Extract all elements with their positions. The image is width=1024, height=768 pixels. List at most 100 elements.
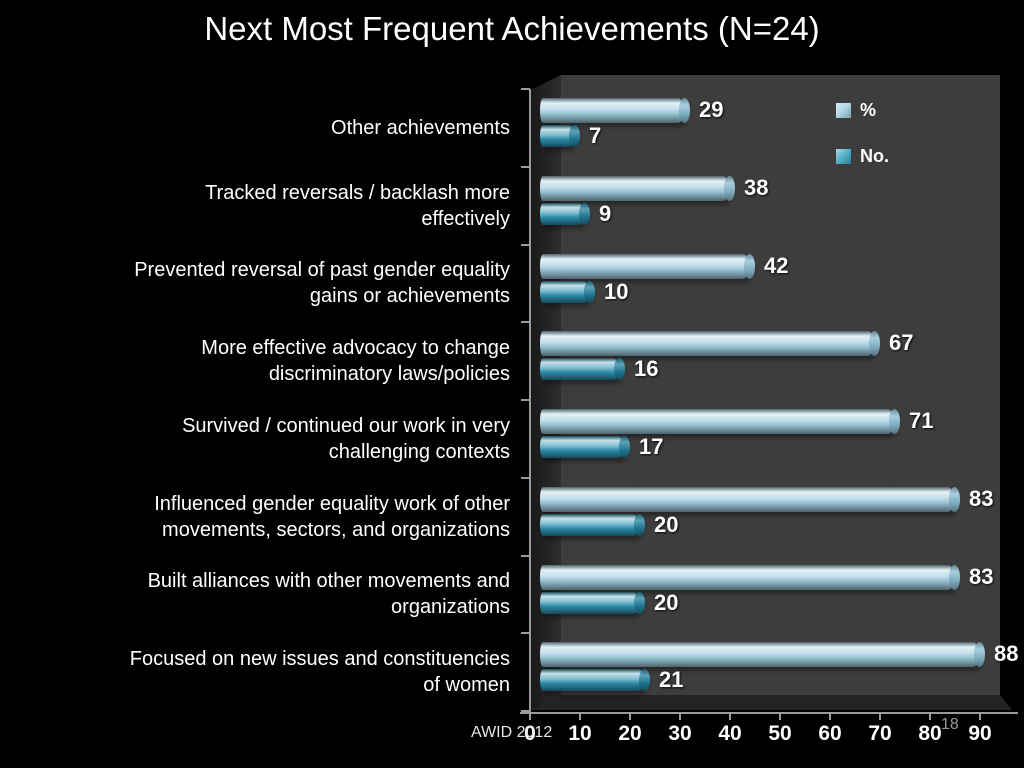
bar-count — [540, 358, 625, 381]
bar-count — [540, 280, 595, 303]
y-axis-tick — [521, 243, 530, 246]
bar-percent — [540, 331, 880, 357]
bar-cap — [619, 436, 630, 458]
bar-count — [540, 436, 630, 458]
bar-count — [540, 669, 650, 692]
value-label-count: 7 — [589, 123, 602, 148]
bar-cap — [949, 486, 960, 512]
value-label-percent: 71 — [909, 408, 934, 433]
value-label-count: 10 — [604, 278, 629, 304]
x-tick-label: 50 — [768, 722, 792, 745]
x-tick-label: 10 — [568, 722, 592, 745]
x-axis-tick — [679, 714, 681, 720]
legend-marker — [836, 148, 851, 164]
y-axis-tick — [521, 88, 530, 90]
legend-marker — [836, 102, 851, 118]
bar-count — [540, 591, 645, 614]
x-axis-tick — [779, 714, 781, 720]
y-axis-tick — [521, 554, 530, 557]
plot-area: 29 7 38 9 42 10 67 16 71 17 83 20 83 20 88 21 0 10 20 30 40 5… — [520, 75, 1018, 745]
value-label-percent: 29 — [699, 97, 724, 122]
bar-cap — [724, 175, 735, 201]
x-axis-tick — [929, 714, 931, 720]
x-tick-label: 90 — [968, 722, 992, 745]
x-axis-tick — [829, 714, 831, 720]
y-axis-tick — [521, 476, 530, 479]
x-axis-tick — [729, 714, 731, 720]
bar-cap — [974, 642, 985, 668]
category-label: Influenced gender equality work of other… — [154, 492, 510, 541]
value-label-count: 20 — [654, 589, 679, 615]
category-label: Built alliances with other movements and… — [147, 570, 510, 619]
x-tick-label: 80 — [918, 722, 942, 745]
legend-item-count: No. — [836, 145, 889, 167]
bar-cap — [949, 564, 960, 590]
legend: % No. — [836, 99, 889, 191]
value-label-percent: 88 — [994, 641, 1019, 667]
value-label-count: 20 — [654, 511, 679, 537]
category-label: More effective advocacy to change discri… — [201, 337, 510, 386]
bar-cap — [579, 202, 590, 225]
y-axis-tick — [521, 632, 530, 635]
value-label-percent: 83 — [969, 563, 994, 589]
y-axis-tick — [521, 710, 530, 712]
legend-label: No. — [860, 145, 889, 166]
bar-percent — [540, 564, 960, 590]
bar-cap — [569, 125, 580, 147]
value-label-percent: 67 — [889, 330, 914, 356]
x-axis-tick — [529, 714, 531, 720]
x-tick-label: 0 — [524, 722, 536, 745]
y-axis-line — [529, 89, 531, 713]
value-label-count: 9 — [599, 200, 612, 226]
value-label-percent: 42 — [764, 252, 789, 278]
bar-cap — [634, 591, 645, 614]
value-label-count: 17 — [639, 434, 664, 459]
y-axis-tick — [521, 165, 530, 168]
bar-cap — [744, 253, 755, 279]
bar-percent — [540, 486, 960, 512]
legend-item-percent: % — [836, 99, 889, 121]
x-tick-label: 20 — [618, 722, 642, 745]
x-axis-line — [520, 712, 1018, 714]
x-tick-label: 40 — [718, 722, 742, 745]
chart-side-wall — [530, 75, 561, 710]
footer-text: AWID 2012 — [471, 724, 553, 741]
x-tick-label: 70 — [868, 722, 892, 745]
bar-count — [540, 513, 645, 536]
value-label-count: 16 — [634, 356, 659, 382]
x-axis-tick — [879, 714, 881, 720]
value-label-count: 21 — [659, 667, 684, 693]
bar-count — [540, 125, 580, 147]
category-labels: Other achievements Tracked reversals / ba… — [58, 89, 510, 713]
y-axis-tick — [521, 321, 530, 324]
bar-count — [540, 202, 590, 225]
page-number: 18 — [941, 716, 959, 733]
bar-percent — [540, 253, 755, 279]
chart-floor — [530, 695, 1012, 710]
value-label-percent: 83 — [969, 485, 994, 511]
category-label: Survived / continued our work in very ch… — [182, 414, 510, 463]
bar-percent — [540, 175, 735, 201]
category-label: Other achievements — [331, 116, 510, 139]
bar-cap — [889, 409, 900, 434]
x-tick-label: 30 — [668, 722, 692, 745]
page-title: Next Most Frequent Achievements (N=24) — [204, 10, 820, 47]
bar-cap — [639, 669, 650, 692]
bar-percent — [540, 409, 900, 434]
bar-percent — [540, 642, 985, 668]
bar-cap — [634, 513, 645, 536]
x-tick-label: 60 — [818, 722, 842, 745]
category-label: Prevented reversal of past gender equali… — [134, 259, 510, 308]
x-axis-tick — [579, 714, 581, 720]
x-axis-tick — [629, 714, 631, 720]
bar-cap — [614, 358, 625, 381]
bar-cap — [869, 331, 880, 357]
bar-cap — [584, 280, 595, 303]
x-axis-tick — [979, 714, 981, 720]
category-label: Tracked reversals / backlash more effect… — [205, 181, 510, 230]
bar-percent — [540, 98, 690, 123]
y-axis-tick — [521, 399, 530, 401]
legend-label: % — [860, 99, 877, 120]
value-label-percent: 38 — [744, 174, 769, 200]
